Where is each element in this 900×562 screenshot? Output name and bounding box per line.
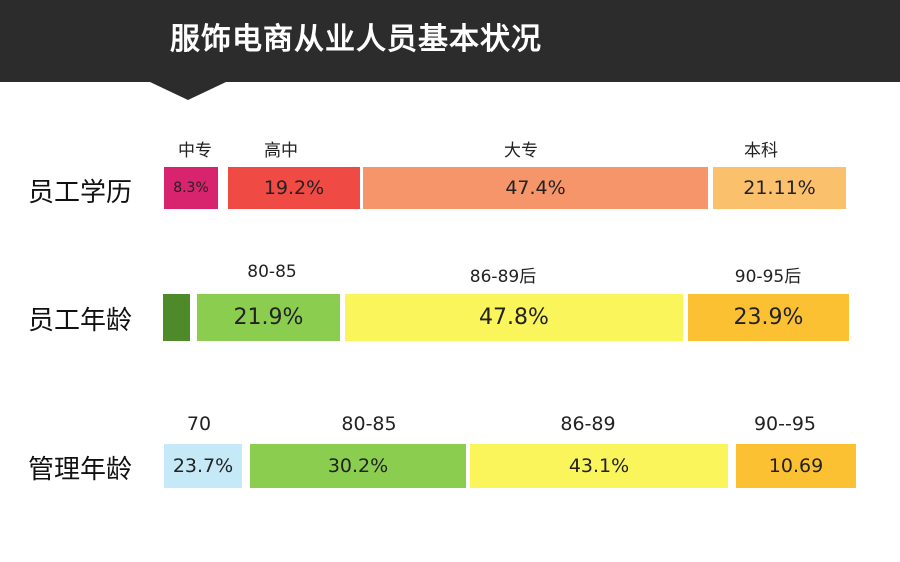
row-1-category-label: 大专 [504,141,538,161]
row-2-category-label: 86-89后 [469,267,537,287]
row-3-value-label: 10.69 [768,455,824,477]
row-3-category-label: 80-85 [341,413,397,435]
row-3-label: 管理年龄 [28,455,133,485]
row-3-value-label: 30.2% [327,455,389,477]
row-1-value-label: 21.11% [743,177,816,199]
row-2-bar-segment: 23.9% [688,294,849,341]
row-2-category-label: 90-95后 [734,267,802,287]
row-2-bar-segment [163,294,190,341]
row-2-value-label: 23.9% [733,305,804,330]
row-2-label: 员工年龄 [28,306,133,336]
row-1-bar-segment: 21.11% [713,167,846,209]
row-2-bar-segment: 47.8% [345,294,683,341]
row-1-bar-segment: 47.4% [363,167,708,209]
row-2-value-label: 21.9% [233,305,304,330]
row-2-bar-segment: 21.9% [197,294,340,341]
row-3-value-label: 23.7% [172,455,234,477]
row-3-bar-segment: 43.1% [470,444,728,488]
title-banner: 服饰电商从业人员基本状况 [0,0,900,82]
row-1-category-label: 高中 [264,141,298,161]
row-1-value-label: 19.2% [263,177,325,199]
row-3-value-label: 43.1% [568,455,630,477]
row-1-category-label: 中专 [178,141,212,161]
row-1-bar-segment: 8.3% [164,167,218,209]
row-1-category-label: 本科 [744,141,778,161]
row-1-value-label: 47.4% [505,177,566,199]
row-1-value-label: 8.3% [173,180,209,196]
title-pointer [150,82,226,100]
row-1-label: 员工学历 [28,178,133,208]
row-3-bar-segment: 23.7% [164,444,242,488]
row-3-bar-segment: 30.2% [250,444,466,488]
chart-title: 服饰电商从业人员基本状况 [170,22,542,57]
row-1-bar-segment: 19.2% [228,167,360,209]
row-2-category-label: 80-85 [247,262,297,282]
row-2-value-label: 47.8% [479,305,549,330]
row-3-category-label: 70 [186,413,212,435]
row-3-category-label: 90--95 [753,413,817,435]
row-3-category-label: 86-89 [560,413,616,435]
row-3-bar-segment: 10.69 [736,444,856,488]
